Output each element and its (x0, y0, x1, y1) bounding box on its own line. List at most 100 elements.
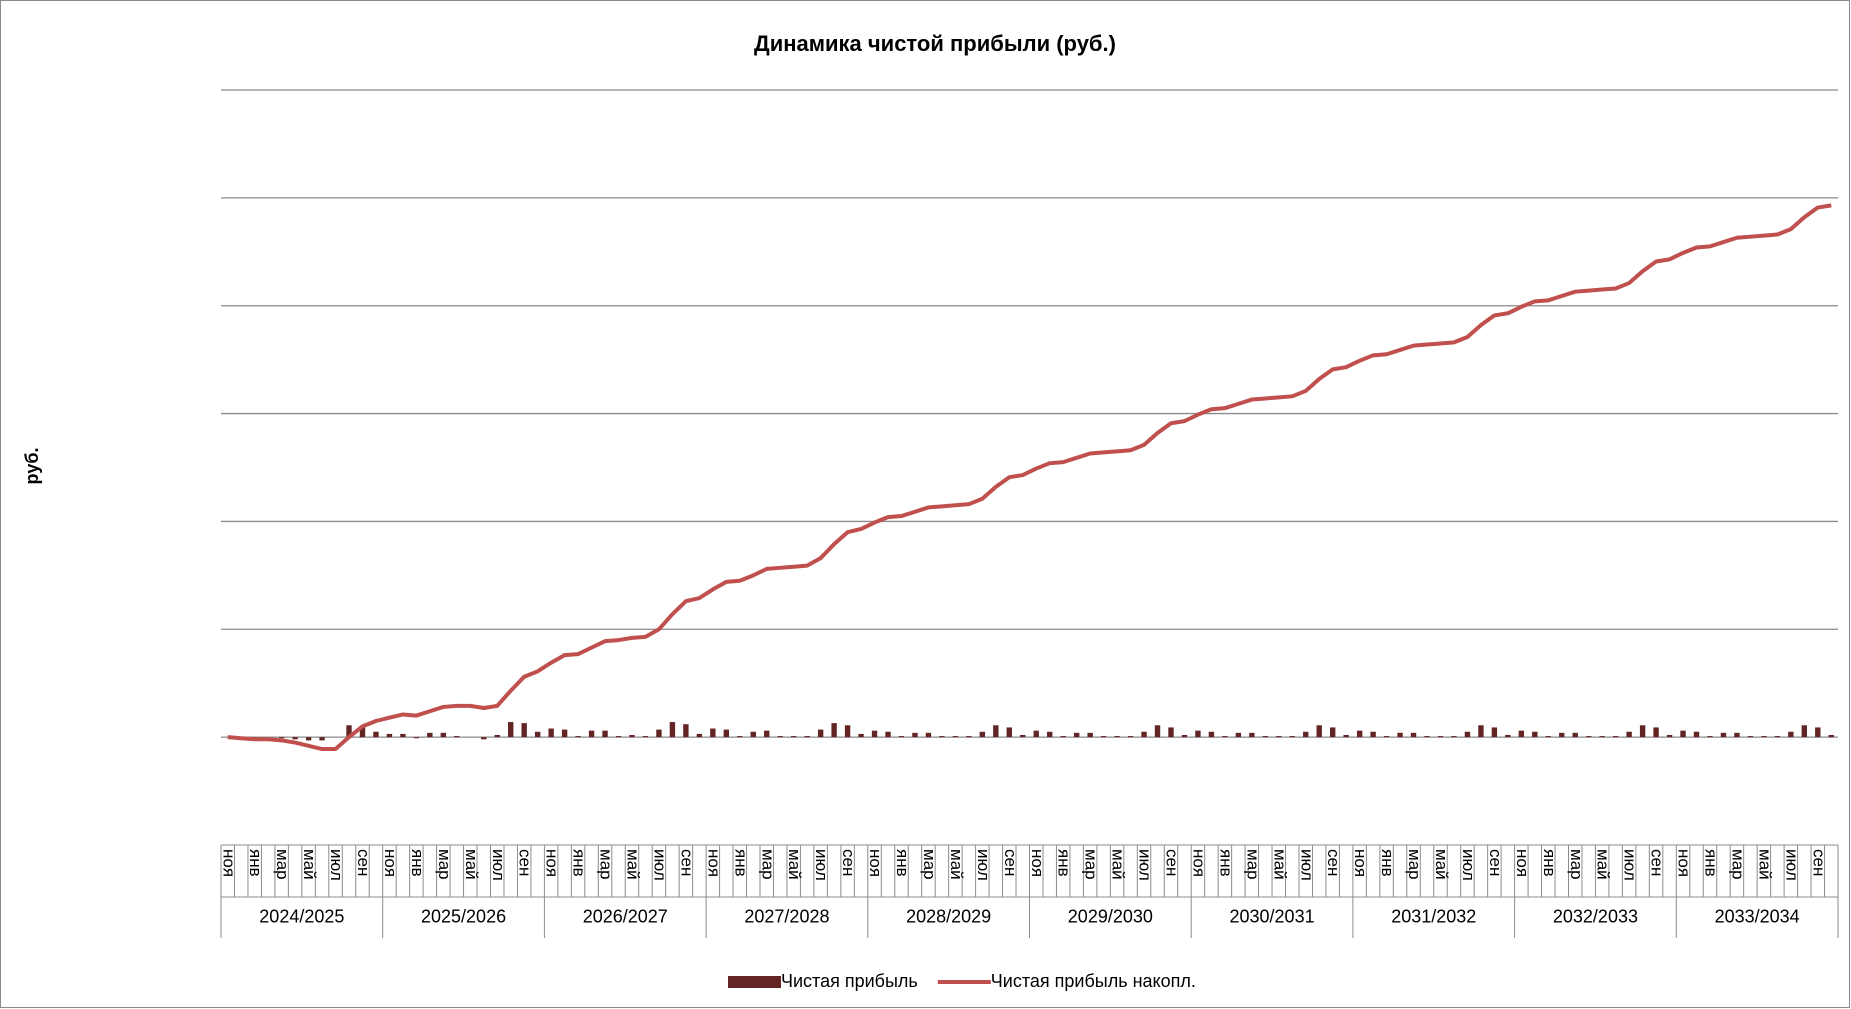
x-tick-label: мар (1405, 849, 1424, 880)
bar (481, 737, 487, 740)
x-tick-label: ноя (1189, 849, 1208, 877)
bar (1532, 731, 1538, 738)
bar (1653, 727, 1659, 738)
bar (1181, 734, 1188, 738)
bar (1316, 725, 1322, 738)
bar (1464, 731, 1471, 738)
bar (1020, 734, 1026, 738)
x-tick-label: ноя (219, 849, 238, 877)
x-tick-label: янв (1055, 849, 1074, 877)
x-tick-label: сен (1324, 849, 1343, 876)
x-tick-label: янв (1540, 849, 1559, 877)
bar (1774, 736, 1781, 738)
x-tick-label: сен (677, 849, 696, 876)
x-tick-label: мар (758, 849, 777, 880)
x-tick-label: май (947, 849, 966, 880)
bar (1303, 731, 1309, 738)
x-group-label: 2025/2026 (421, 906, 506, 926)
x-group-label: 2026/2027 (583, 906, 668, 926)
bar (1289, 736, 1295, 738)
bar (494, 734, 500, 738)
x-group-label: 2030/2031 (1230, 906, 1315, 926)
bar (1612, 736, 1619, 738)
x-group-label: 2027/2028 (744, 906, 829, 926)
x-tick-label: июл (974, 849, 993, 881)
bar (1828, 734, 1834, 738)
x-tick-label: сен (354, 849, 373, 876)
x-tick-label: ноя (1028, 849, 1047, 877)
bar (1114, 736, 1120, 738)
x-tick-label: янв (1216, 849, 1235, 877)
bar (737, 736, 743, 738)
bar (1343, 734, 1349, 738)
bar (548, 728, 554, 738)
x-tick-label: янв (731, 849, 750, 877)
bar (1329, 727, 1336, 738)
x-tick-label: мар (1243, 849, 1262, 880)
x-tick-label: июл (1136, 849, 1155, 881)
bar (1545, 736, 1551, 738)
x-tick-label: июл (1621, 849, 1640, 881)
bar (1060, 736, 1066, 738)
bar (1370, 731, 1376, 738)
bar (1788, 731, 1794, 738)
bar (359, 726, 366, 738)
bar (1249, 732, 1255, 738)
x-group-label: 2031/2032 (1391, 906, 1476, 926)
bar (1437, 736, 1444, 738)
bar (1397, 732, 1403, 738)
bar (1154, 725, 1161, 738)
bar (400, 733, 406, 738)
x-tick-label: июл (1459, 849, 1478, 881)
x-group-label: 2032/2033 (1553, 906, 1638, 926)
bar (1599, 736, 1605, 738)
x-tick-label: ноя (381, 849, 400, 877)
bar (1033, 730, 1039, 738)
bar (1127, 736, 1134, 738)
bar (1626, 731, 1632, 738)
x-tick-label: сен (1163, 849, 1182, 876)
x-tick-label: июл (1297, 849, 1316, 881)
x-tick-label: сен (1486, 849, 1505, 876)
bar (683, 724, 689, 738)
x-group-label: 2033/2034 (1715, 906, 1800, 926)
bar (777, 736, 783, 738)
bar (1276, 736, 1282, 738)
x-tick-label: сен (516, 849, 535, 876)
bar (1235, 732, 1242, 738)
bar (1168, 727, 1174, 738)
bar (1222, 736, 1228, 738)
bar (386, 733, 393, 738)
x-group-label: 2028/2029 (906, 906, 991, 926)
bar (1087, 732, 1093, 738)
bar (1262, 736, 1269, 738)
bar (939, 736, 945, 738)
x-tick-label: янв (246, 849, 265, 877)
bar (1586, 736, 1592, 738)
x-tick-label: июл (1782, 849, 1801, 881)
x-tick-label: ноя (866, 849, 885, 877)
x-tick-label: мар (1567, 849, 1586, 880)
bar (898, 736, 905, 738)
x-group-label: 2029/2030 (1068, 906, 1153, 926)
x-tick-label: сен (839, 849, 858, 876)
bar (1747, 736, 1754, 738)
bar (629, 734, 635, 738)
bar (521, 723, 527, 738)
y-axis-label: руб. (22, 448, 42, 485)
bar (561, 729, 568, 738)
bar (346, 725, 352, 738)
bar (1195, 730, 1201, 738)
bar (831, 723, 837, 738)
bar (723, 729, 730, 738)
bar (575, 736, 581, 738)
bar (278, 737, 285, 739)
bar (952, 736, 959, 738)
x-tick-label: янв (408, 849, 427, 877)
x-tick-label: янв (1378, 849, 1397, 877)
bar (305, 737, 312, 741)
bar (710, 728, 716, 738)
bar (534, 731, 541, 738)
bar (1208, 731, 1215, 738)
